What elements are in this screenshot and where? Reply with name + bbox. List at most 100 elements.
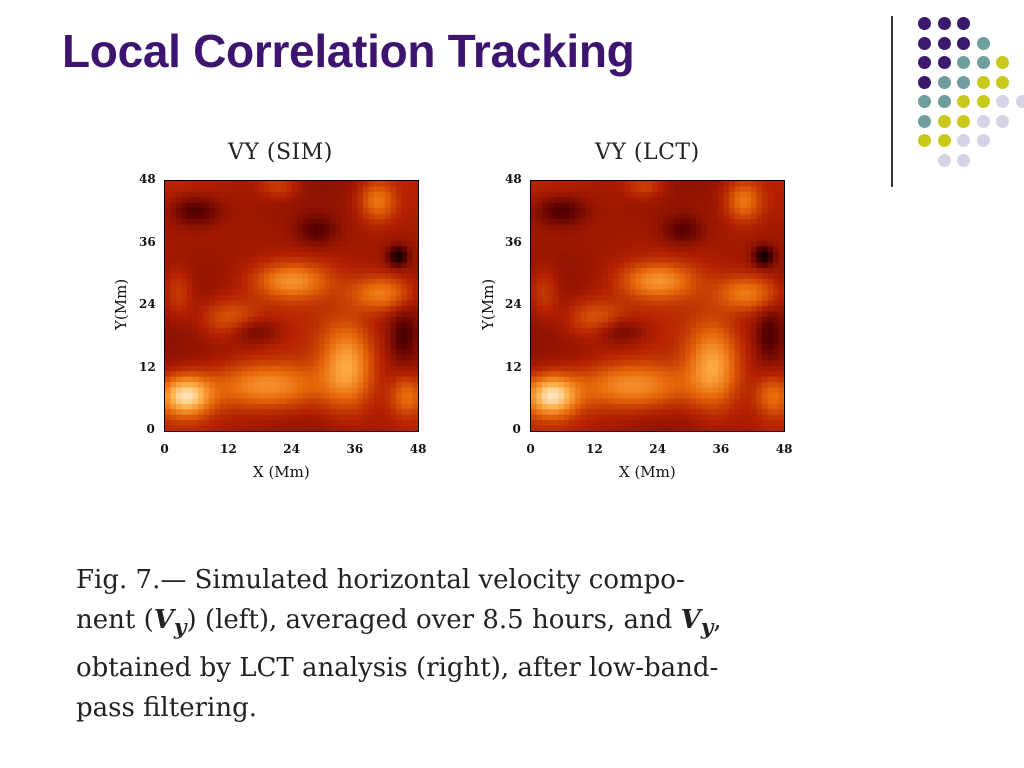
heatmap-lct-cell (740, 197, 747, 204)
heatmap-sim-cell (236, 181, 243, 188)
heatmap-lct-cell (564, 333, 571, 340)
heatmap-lct-cell (652, 278, 659, 285)
heatmap-lct-cell (663, 251, 670, 258)
heatmap-sim-cell (407, 197, 414, 204)
heatmap-lct-cell (707, 240, 714, 247)
heatmap-lct-cell (531, 338, 538, 345)
heatmap-lct-cell (646, 398, 653, 405)
heatmap-lct-cell (690, 273, 697, 280)
heatmap-sim-cell (379, 311, 386, 318)
heatmap-sim-cell (368, 354, 375, 361)
heatmap-lct-cell (569, 224, 576, 231)
heatmap-lct-cell (762, 349, 769, 356)
heatmap-lct-cell (712, 333, 719, 340)
heatmap-lct-cell (778, 251, 784, 258)
heatmap-sim-cell (412, 414, 418, 421)
heatmap-sim-cell (291, 213, 298, 220)
heatmap-sim-cell (231, 257, 238, 264)
heatmap-sim-cell (258, 213, 265, 220)
heatmap-lct-cell (613, 387, 620, 394)
heatmap-lct-cell (657, 349, 664, 356)
heatmap-lct-cell (756, 240, 763, 247)
heatmap-lct-cell (745, 322, 752, 329)
heatmap-lct-cell (767, 371, 774, 378)
heatmap-sim-cell (286, 322, 293, 329)
heatmap-sim-cell (275, 186, 282, 193)
heatmap-sim-cell (225, 403, 232, 410)
heatmap-sim-cell (280, 257, 287, 264)
heatmap-lct-cell (591, 273, 598, 280)
heatmap-lct-cell (564, 327, 571, 334)
heatmap-sim-cell (176, 191, 183, 198)
heatmap-lct-cell (547, 311, 554, 318)
heatmap-sim-cell (401, 403, 408, 410)
heatmap-lct-cell (531, 208, 538, 215)
heatmap-lct-cell (745, 219, 752, 226)
heatmap-sim-cell (308, 235, 315, 242)
heatmap-lct-cell (756, 300, 763, 307)
heatmap-lct-cell (778, 316, 784, 323)
heatmap-sim-cell (335, 213, 342, 220)
heatmap-lct-cell (586, 213, 593, 220)
heatmap-lct-cell (641, 414, 648, 421)
heatmap-sim-cell (330, 371, 337, 378)
heatmap-sim-cell (242, 316, 249, 323)
heatmap-sim-cell (324, 311, 331, 318)
heatmap-lct-cell (547, 273, 554, 280)
heatmap-lct-cell (685, 349, 692, 356)
heatmap-sim-cell (385, 246, 392, 253)
heatmap-lct-cell (740, 306, 747, 313)
heatmap-sim-cell (390, 403, 397, 410)
heatmap-sim-cell (297, 295, 304, 302)
heatmap-sim-cell (302, 186, 309, 193)
heatmap-lct-cell (630, 251, 637, 258)
heatmap-sim-cell (396, 387, 403, 394)
heatmap-lct-cell (542, 219, 549, 226)
heatmap-sim-cell (412, 409, 418, 416)
heatmap-lct-cell (745, 354, 752, 361)
heatmap-sim-cell (401, 414, 408, 421)
heatmap-sim-cell (363, 300, 370, 307)
heatmap-lct-cell (558, 398, 565, 405)
heatmap-sim-cell (390, 392, 397, 399)
heatmap-lct-cell (690, 202, 697, 209)
heatmap-sim-cell (308, 284, 315, 291)
heatmap-lct-cell (613, 311, 620, 318)
heatmap-sim-cell (308, 371, 315, 378)
heatmap-lct-cell (729, 224, 736, 231)
decorative-dot (996, 56, 1009, 69)
heatmap-lct-cell (635, 273, 642, 280)
heatmap-sim-cell (313, 240, 320, 247)
heatmap-lct-cell (646, 387, 653, 394)
heatmap-sim-cell (253, 257, 260, 264)
heatmap-lct-cell (756, 273, 763, 280)
heatmap-sim-cell (313, 257, 320, 264)
heatmap-lct-cell (745, 338, 752, 345)
heatmap-sim-cell (308, 202, 315, 209)
heatmap-lct-cell (712, 219, 719, 226)
heatmap-sim-cell (187, 344, 194, 351)
heatmap-lct-cell (707, 349, 714, 356)
heatmap-lct-cell (712, 344, 719, 351)
heatmap-sim-cell (357, 213, 364, 220)
heatmap-lct-cell (635, 392, 642, 399)
heatmap-sim-cell (192, 202, 199, 209)
heatmap-sim-cell (346, 420, 353, 427)
heatmap-lct-cell (624, 208, 631, 215)
heatmap-lct-cell (580, 197, 587, 204)
heatmap-lct-cell (624, 235, 631, 242)
heatmap-lct-cell (679, 257, 686, 264)
heatmap-lct-cell (740, 360, 747, 367)
heatmap-sim-cell (401, 267, 408, 274)
heatmap-sim-cell (247, 382, 254, 389)
heatmap-sim-cell (181, 409, 188, 416)
heatmap-lct-cell (712, 360, 719, 367)
heatmap-sim-cell (209, 425, 216, 431)
heatmap-sim-cell (396, 376, 403, 383)
heatmap-lct-cell (690, 235, 697, 242)
heatmap-lct-cell (602, 191, 609, 198)
heatmap-lct-cell (679, 387, 686, 394)
heatmap-sim-cell (412, 284, 418, 291)
heatmap-sim-cell (412, 365, 418, 372)
heatmap-sim-cell (291, 311, 298, 318)
